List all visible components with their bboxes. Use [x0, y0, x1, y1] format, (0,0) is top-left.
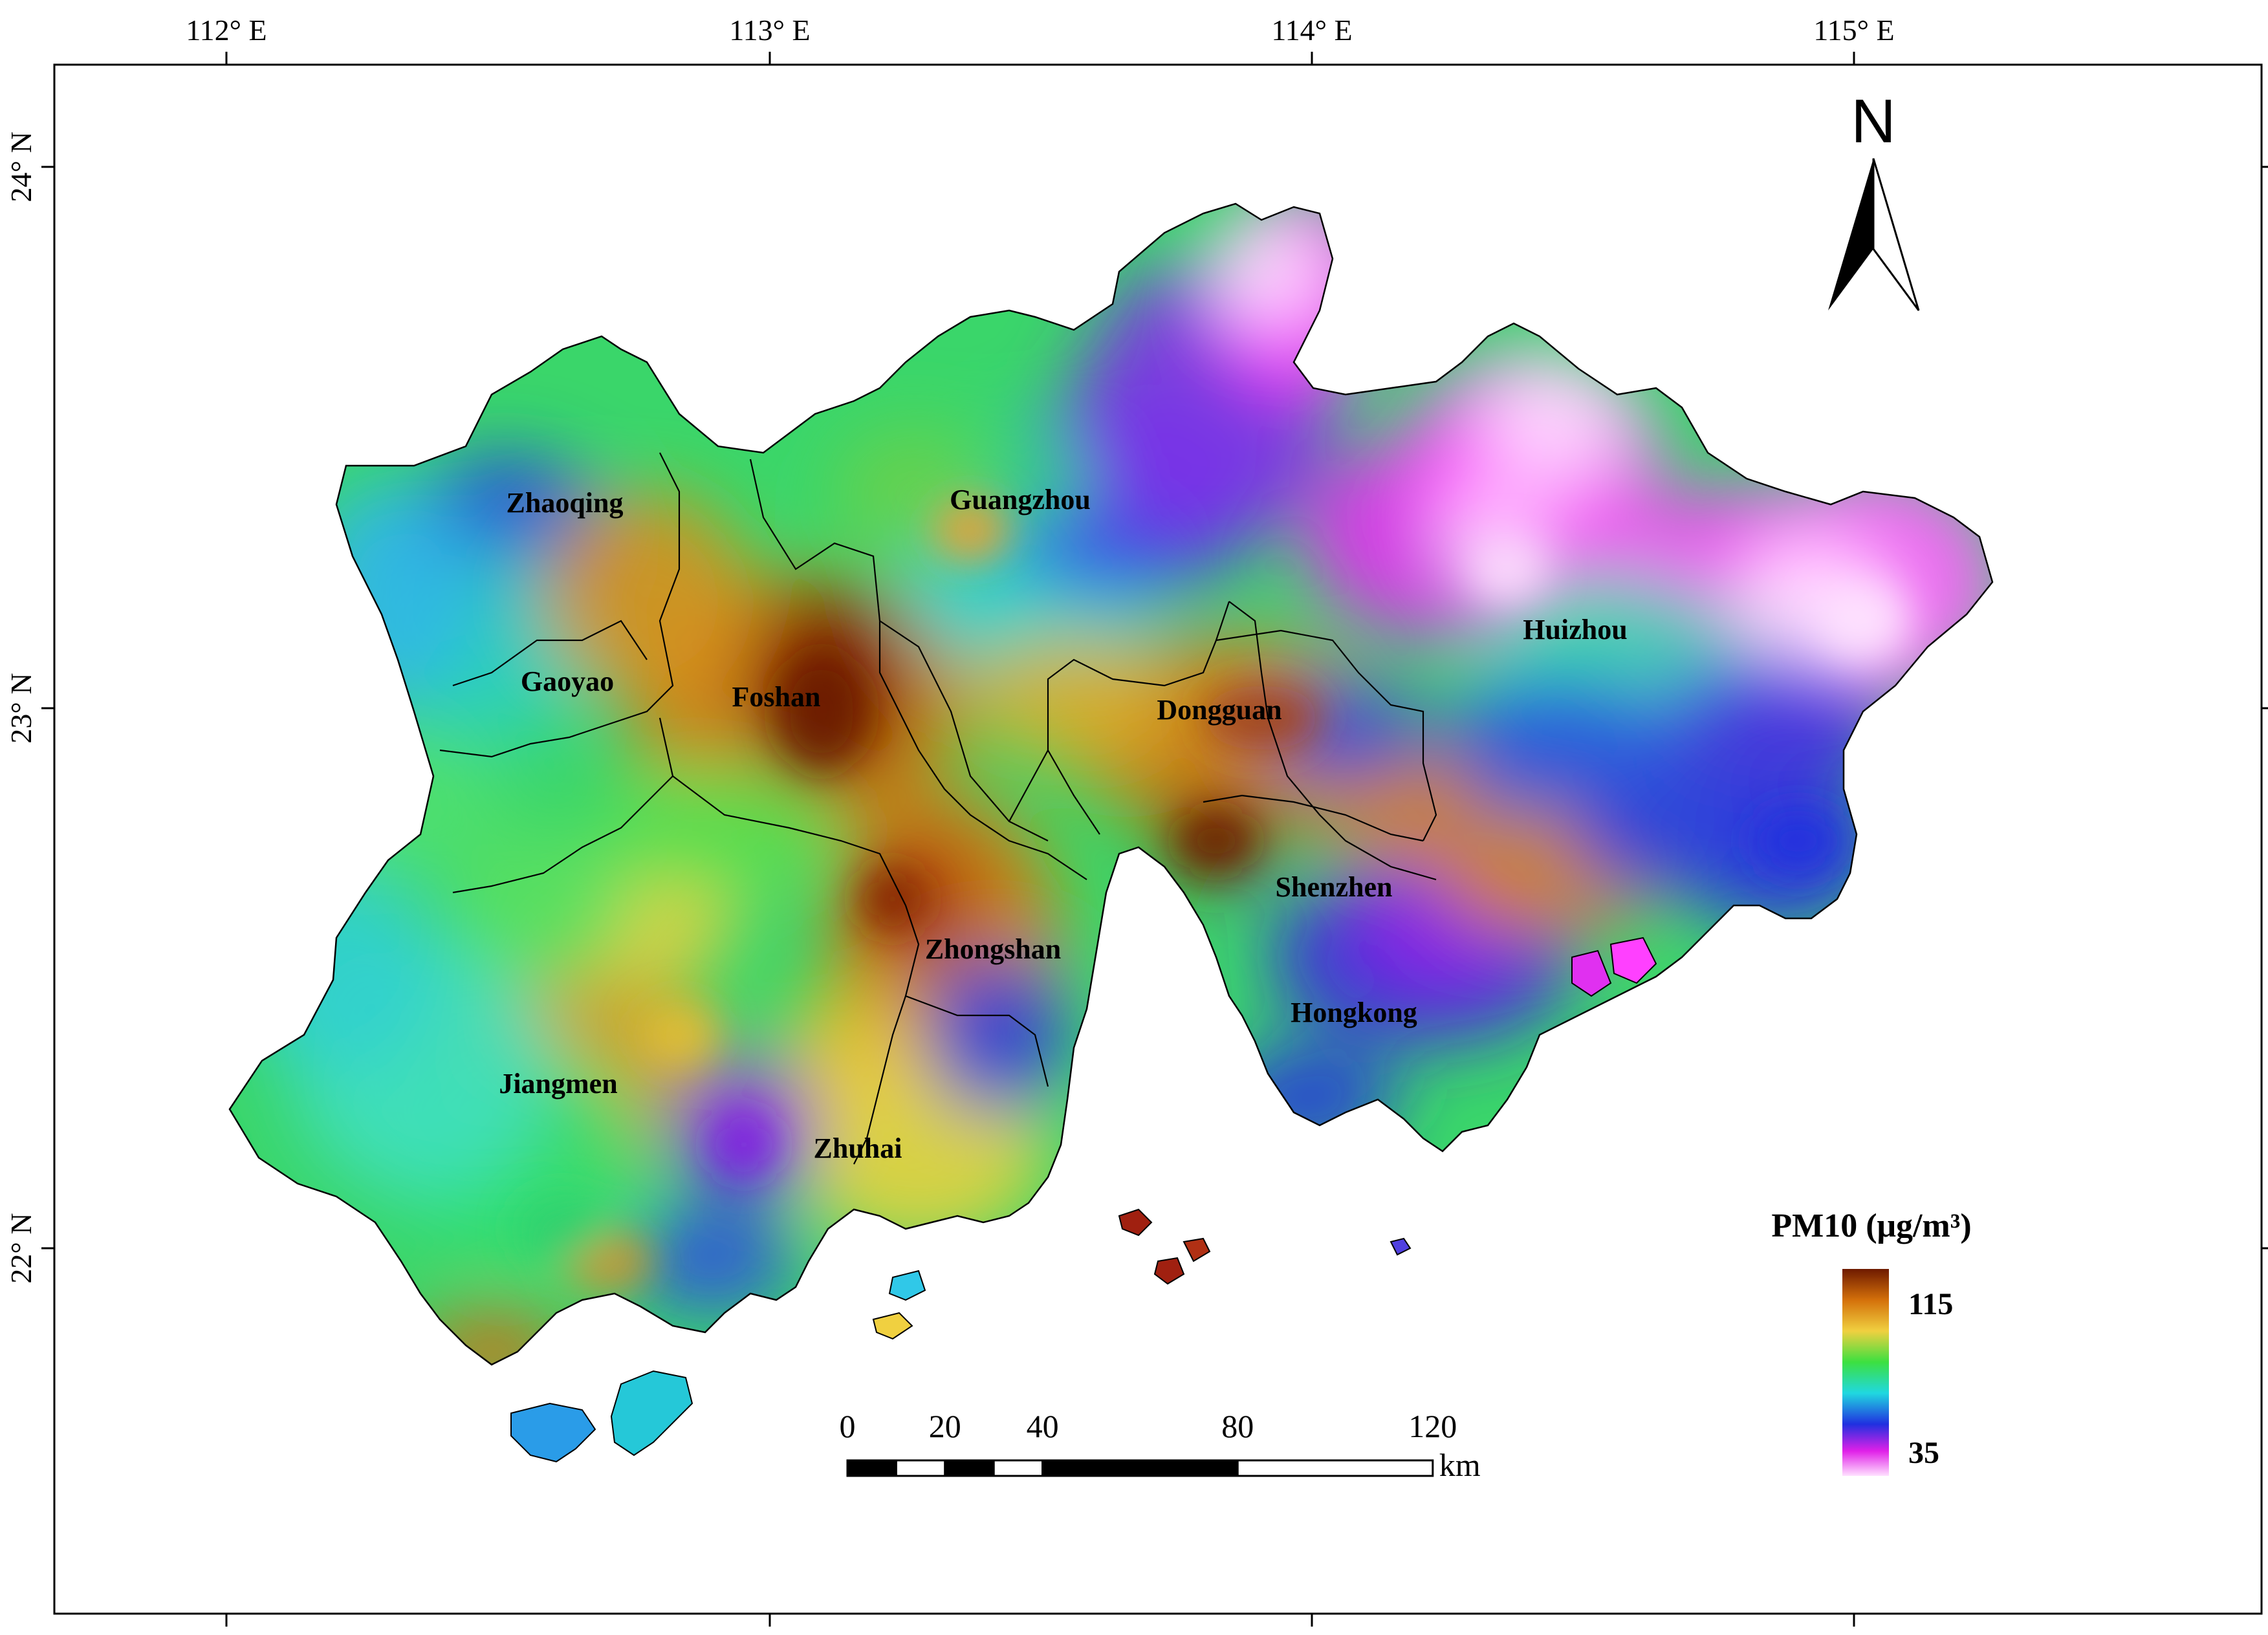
scale-bar-segment: [1236, 1459, 1434, 1477]
city-label-foshan: Foshan: [732, 681, 821, 713]
scale-bar-segment: [895, 1459, 946, 1477]
scale-bar-label: 80: [1221, 1408, 1254, 1444]
north-arrow-right: [1872, 158, 1920, 311]
city-label-dongguan: Dongguan: [1157, 694, 1281, 726]
graticule-ticks: [41, 52, 2268, 1627]
lon-label: 113° E: [729, 14, 810, 47]
scale-bar-segment: [992, 1459, 1044, 1477]
city-label-gaoyao: Gaoyao: [521, 666, 614, 697]
lon-label: 112° E: [186, 14, 267, 47]
city-label-jiangmen: Jiangmen: [499, 1068, 617, 1099]
scale-bar-label: 40: [1027, 1408, 1059, 1444]
north-letter: N: [1851, 87, 1895, 156]
city-label-huizhou: Huizhou: [1523, 614, 1627, 645]
scale-bar-segment: [846, 1459, 897, 1477]
lat-label: 23° N: [5, 673, 38, 743]
pm10-heatmap: [230, 204, 1992, 1365]
legend-title: PM10 (μg/m³): [1771, 1207, 1971, 1244]
graticule-labels: 112° E 113° E 114° E 115° E 24° N 23° N 22° N: [5, 14, 1895, 1284]
lat-label: 22° N: [5, 1213, 38, 1283]
city-label-shenzhen: Shenzhen: [1276, 871, 1393, 903]
scale-bar-unit: km: [1439, 1447, 1481, 1483]
city-label-zhaoqing: Zhaoqing: [507, 487, 624, 519]
scale-bar-segment: [1041, 1459, 1239, 1477]
legend: PM10 (μg/m³) 115 35: [1771, 1207, 1972, 1476]
city-label-zhongshan: Zhongshan: [925, 933, 1061, 965]
north-arrow: N: [1828, 87, 1920, 311]
lat-label: 24° N: [5, 131, 38, 202]
offshore-islands: [510, 937, 1657, 1463]
scale-bar-label: 120: [1408, 1408, 1457, 1444]
scale-bar-segment: [944, 1459, 995, 1477]
scale-bar-label: 20: [929, 1408, 961, 1444]
city-boundaries: [439, 452, 1437, 1165]
legend-high-value: 115: [1908, 1287, 1953, 1321]
city-label-guangzhou: Guangzhou: [950, 484, 1091, 515]
north-arrow-left: [1828, 158, 1873, 310]
scale-bar-label: 0: [840, 1408, 856, 1444]
city-labels: Zhaoqing Gaoyao Foshan Guangzhou Dongguan Hui…: [499, 484, 1627, 1164]
map-frame: [53, 63, 2263, 1615]
city-label-hongkong: Hongkong: [1291, 997, 1417, 1028]
lon-label: 114° E: [1271, 14, 1352, 47]
city-label-zhuhai: Zhuhai: [814, 1132, 902, 1164]
legend-low-value: 35: [1908, 1436, 1939, 1470]
legend-color-ramp: [1842, 1269, 1889, 1476]
lon-label: 115° E: [1813, 14, 1894, 47]
